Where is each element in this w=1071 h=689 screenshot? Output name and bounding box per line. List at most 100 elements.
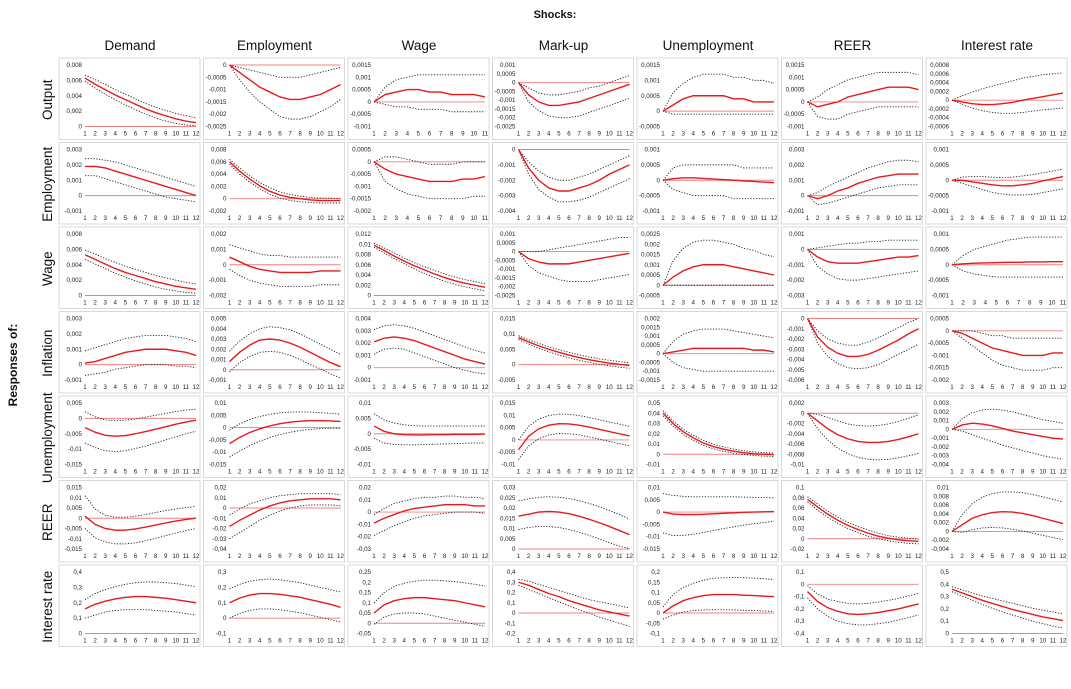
x-tick-label: 2 <box>816 469 820 476</box>
y-tick-label: -0,01 <box>646 534 661 541</box>
y-tick-label: 0,04 <box>648 410 661 417</box>
x-tick-label: 1 <box>950 215 954 222</box>
x-tick-label: 7 <box>577 638 581 645</box>
x-tick-label: 11 <box>183 553 190 560</box>
x-tick-label: 8 <box>298 300 302 307</box>
y-tick-label: -0,0005 <box>639 124 661 131</box>
x-tick-label: 3 <box>826 553 830 560</box>
x-tick-label: 4 <box>692 384 696 391</box>
x-tick-label: 11 <box>183 300 190 307</box>
y-tick-label: 0,001 <box>645 262 661 269</box>
x-tick-label: 6 <box>856 638 860 645</box>
x-tick-label: 6 <box>567 553 571 560</box>
panel-frame <box>636 142 779 225</box>
x-tick-label: 1 <box>228 131 232 138</box>
irf-line <box>229 256 341 274</box>
x-tick-label: 9 <box>742 469 746 476</box>
x-tick-label: 7 <box>577 384 581 391</box>
y-tick-label: 0,003 <box>67 316 83 323</box>
x-tick-label: 7 <box>866 131 870 138</box>
x-tick-label: 3 <box>248 300 252 307</box>
y-tick-label: 0 <box>946 631 950 638</box>
x-tick-label: 3 <box>392 469 396 476</box>
x-tick-label: 3 <box>394 215 398 222</box>
x-tick-label: 7 <box>722 384 726 391</box>
x-tick-label: 8 <box>587 131 591 138</box>
x-tick-label: 6 <box>567 469 571 476</box>
irf-line <box>84 254 197 291</box>
y-tick-label: 0,004 <box>67 262 83 269</box>
y-tick-label: -0,008 <box>787 451 805 458</box>
x-tick-label: 9 <box>453 384 457 391</box>
x-tick-label: 10 <box>606 469 613 476</box>
x-tick-label: 10 <box>172 215 179 222</box>
x-tick-label: 12 <box>1060 553 1067 560</box>
x-tick-label: 12 <box>193 384 200 391</box>
x-tick-label: 7 <box>1011 469 1015 476</box>
x-tick-label: 4 <box>984 300 988 307</box>
x-tick-label: 11 <box>1050 553 1057 560</box>
panel-frame <box>347 311 490 394</box>
x-tick-label: 3 <box>537 384 541 391</box>
x-tick-label: 3 <box>248 215 252 222</box>
x-tick-label: 5 <box>557 384 561 391</box>
panel-frame <box>203 57 345 140</box>
x-tick-label: 12 <box>771 215 778 222</box>
x-tick-label: 11 <box>616 300 623 307</box>
y-tick-label: 0 <box>512 546 516 553</box>
irf-line <box>662 412 775 456</box>
y-tick-label: 0,0005 <box>786 87 805 94</box>
y-tick-label: 0,0005 <box>352 147 371 154</box>
y-tick-label: -0,0015 <box>928 365 950 372</box>
panel-frame <box>925 480 1068 563</box>
y-tick-label: -0,002 <box>209 208 227 215</box>
y-tick-label: 0,01 <box>503 412 516 419</box>
lower-band-line <box>229 427 341 458</box>
x-tick-label: 5 <box>413 469 417 476</box>
y-tick-label: 0 <box>801 193 805 200</box>
x-tick-label: 6 <box>856 384 860 391</box>
x-tick-label: 12 <box>626 215 633 222</box>
y-tick-label: -0,003 <box>498 193 516 200</box>
y-tick-label: -0,002 <box>787 421 805 428</box>
x-tick-label: 5 <box>268 300 272 307</box>
lower-band-line <box>662 520 775 536</box>
x-tick-label: 6 <box>856 553 860 560</box>
x-tick-label: 2 <box>238 384 242 391</box>
x-tick-label: 11 <box>183 638 190 645</box>
x-tick-label: 3 <box>972 300 976 307</box>
panel-frame <box>636 480 779 563</box>
upper-band-line <box>373 495 486 515</box>
x-tick-label: 10 <box>461 638 468 645</box>
x-tick-label: 6 <box>278 553 282 560</box>
x-tick-label: 8 <box>1021 469 1025 476</box>
upper-band-line <box>518 335 630 364</box>
x-tick-label: 12 <box>193 215 200 222</box>
x-tick-label: 5 <box>846 131 850 138</box>
upper-band-line <box>373 579 486 604</box>
x-tick-label: 4 <box>258 131 262 138</box>
upper-band-line <box>373 413 485 427</box>
x-tick-label: 2 <box>671 469 675 476</box>
x-tick-label: 3 <box>537 215 541 222</box>
y-tick-label: -0,001 <box>787 262 805 269</box>
x-tick-label: 7 <box>288 469 292 476</box>
y-tick-label: 0,02 <box>648 431 661 438</box>
x-tick-label: 6 <box>278 384 282 391</box>
x-tick-label: 12 <box>337 131 344 138</box>
y-tick-label: 0,0005 <box>930 246 949 253</box>
x-tick-label: 4 <box>547 469 551 476</box>
x-tick-label: 12 <box>915 384 922 391</box>
x-tick-label: 4 <box>836 215 840 222</box>
y-tick-label: 0 <box>512 362 516 369</box>
y-tick-label: -0,002 <box>209 111 227 118</box>
upper-band-line <box>951 168 1064 181</box>
lower-band-line <box>84 609 197 619</box>
x-tick-label: 8 <box>1021 638 1025 645</box>
x-tick-label: 3 <box>970 469 974 476</box>
x-tick-label: 12 <box>482 384 489 391</box>
irf-line <box>807 173 919 200</box>
